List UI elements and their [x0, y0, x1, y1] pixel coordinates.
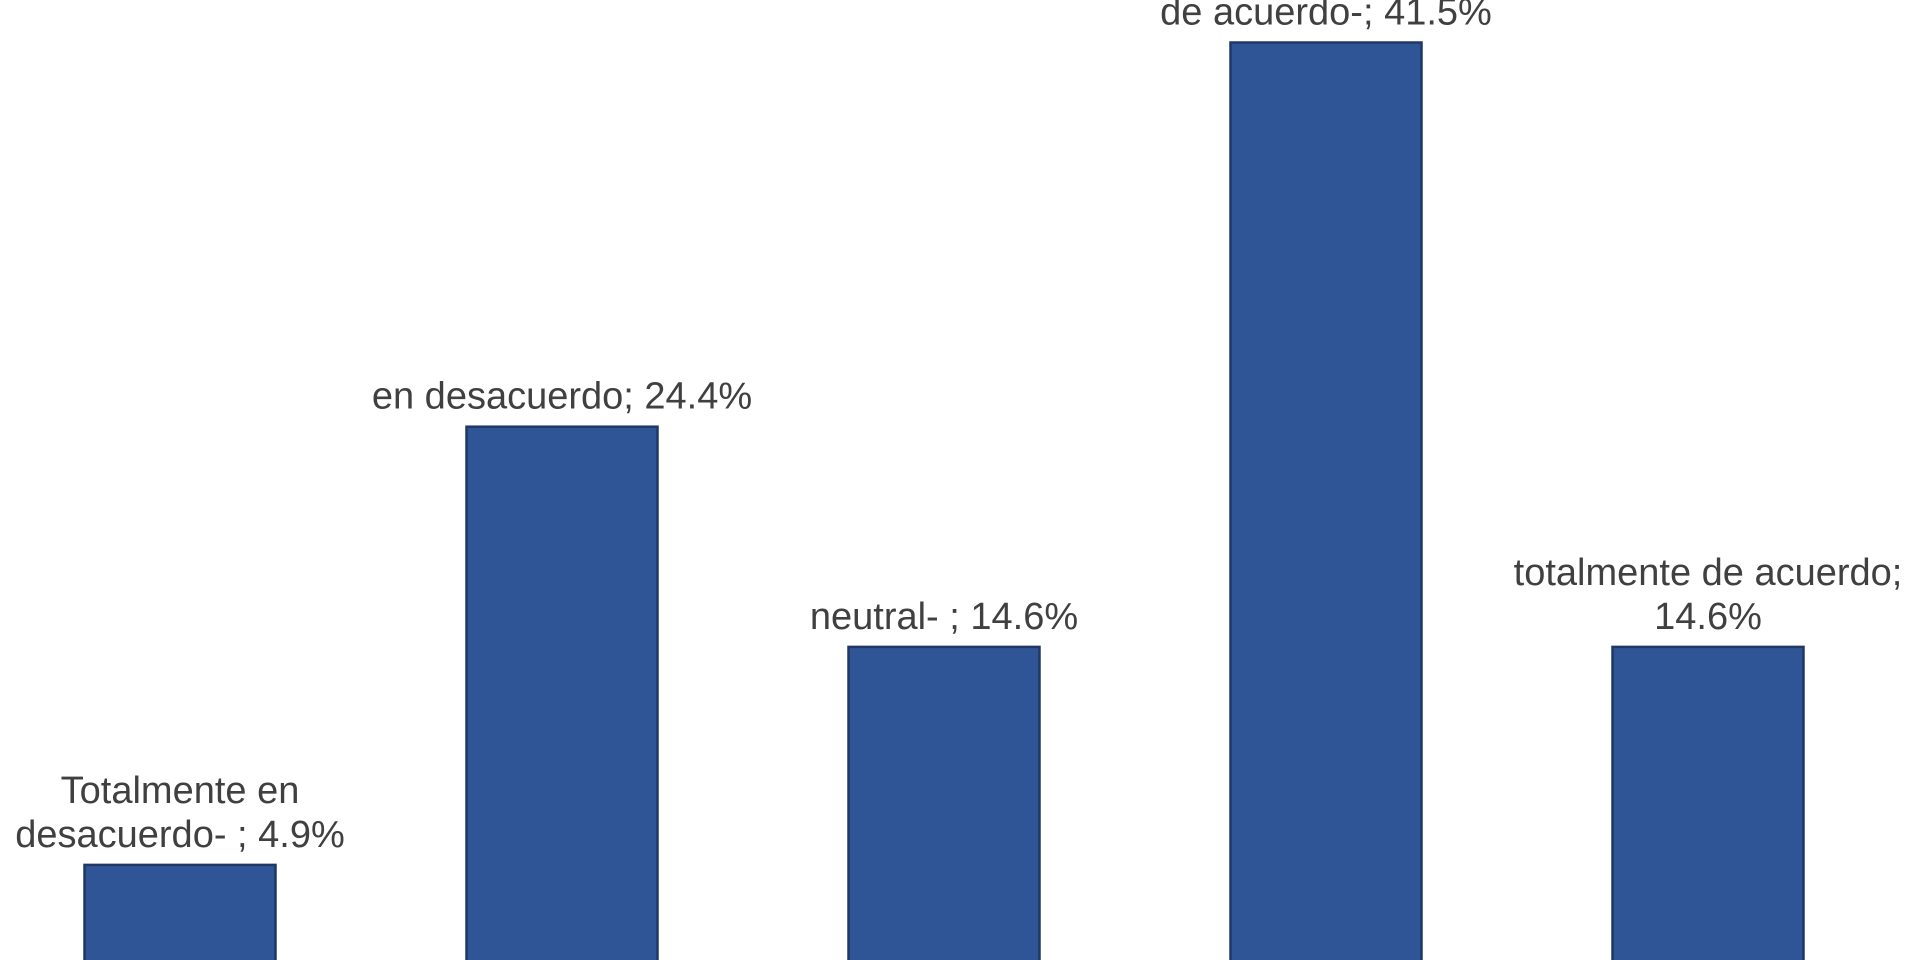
data-label-line: en desacuerdo; 24.4%	[372, 376, 752, 418]
bar	[1611, 645, 1805, 960]
bar	[847, 645, 1041, 960]
data-label-line: desacuerdo- ; 4.9%	[15, 814, 345, 856]
data-label-line: neutral- ; 14.6%	[810, 596, 1078, 638]
bar	[465, 425, 659, 960]
data-label: en desacuerdo; 24.4%	[372, 376, 752, 418]
data-label-line: Totalmente en	[61, 770, 300, 812]
data-labels-layer: Totalmente en desacuerdo- ; 4.9% en desacu…	[15, 0, 1902, 856]
data-label-line: 14.6%	[1654, 596, 1762, 638]
data-label-line: totalmente de acuerdo;	[1514, 552, 1903, 594]
data-label: totalmente de acuerdo; 14.6%	[1514, 552, 1903, 638]
data-label: de acuerdo-; 41.5%	[1160, 0, 1492, 34]
bar	[1229, 41, 1423, 960]
bar	[83, 863, 277, 960]
data-label: neutral- ; 14.6%	[810, 596, 1078, 638]
bars-layer	[83, 41, 1805, 960]
data-label-line: de acuerdo-; 41.5%	[1160, 0, 1492, 34]
data-label: Totalmente en desacuerdo- ; 4.9%	[15, 770, 345, 856]
